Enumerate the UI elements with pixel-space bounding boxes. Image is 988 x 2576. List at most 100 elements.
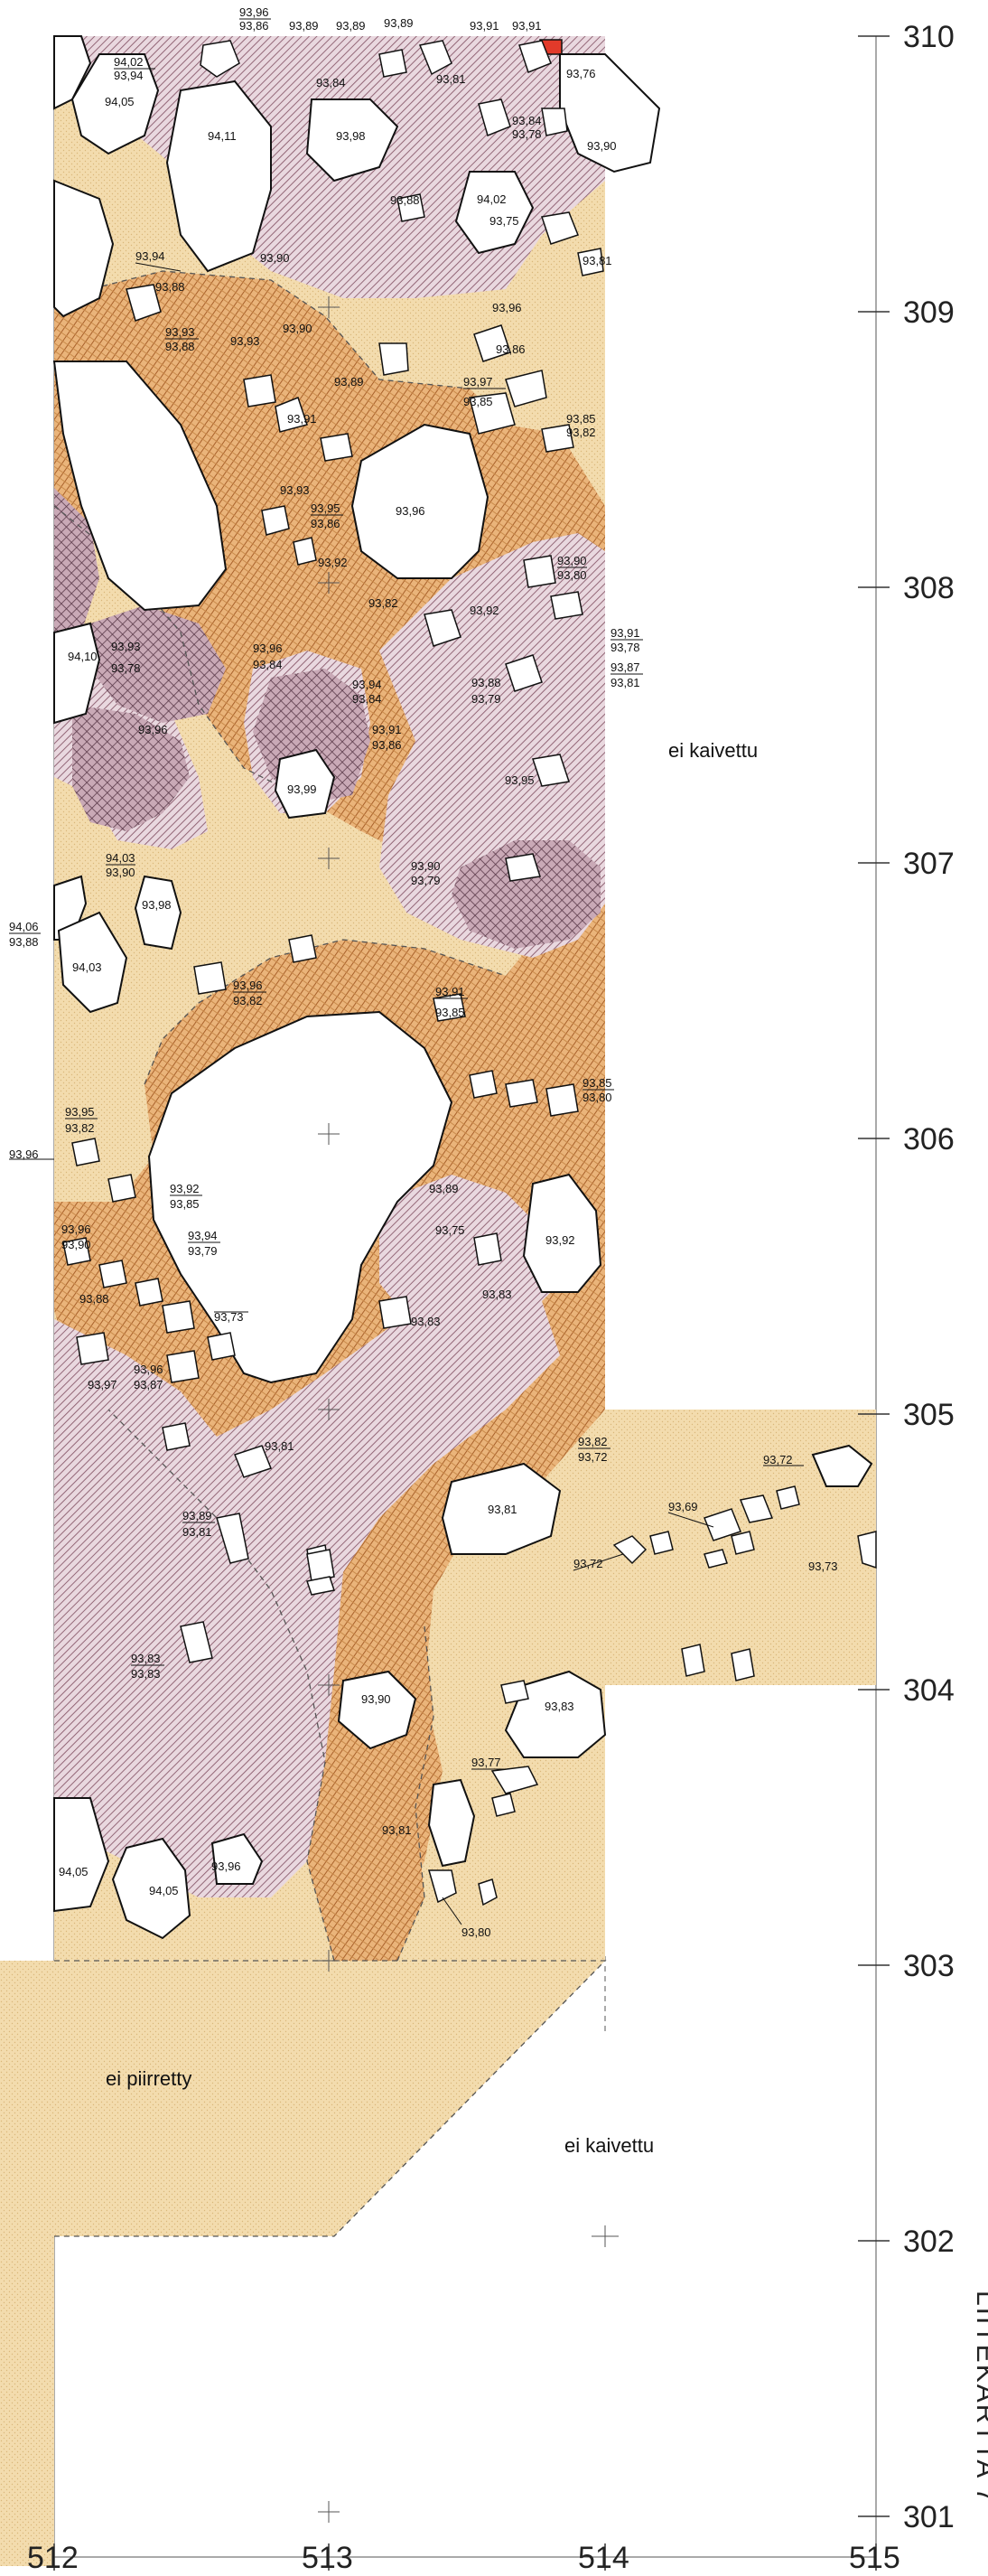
elevation-label: 94,03 — [72, 960, 102, 974]
elevation-label: 93,96 — [61, 1222, 91, 1236]
stones — [52, 35, 877, 1940]
elevation-label: 93,93 — [280, 483, 310, 497]
elevation-label: 93,90 — [106, 866, 135, 879]
elevation-label: 93,94 — [188, 1229, 218, 1242]
elevation-label: 93,89 — [182, 1509, 212, 1522]
elevation-label: 93,93 — [111, 640, 141, 653]
elevation-label: 93,92 — [545, 1233, 575, 1247]
elevation-label: 93,81 — [182, 1525, 212, 1539]
elevation-label: 93,96 — [396, 504, 425, 518]
elevation-label: 93,75 — [435, 1223, 465, 1237]
elevation-label: 93,78 — [512, 127, 542, 141]
undrawn-note: ei piirretty — [106, 2067, 191, 2090]
elevation-label: 93,80 — [557, 568, 587, 582]
elevation-label: 93,83 — [131, 1652, 161, 1665]
elevation-label: 93,85 — [583, 1076, 612, 1090]
elevation-label: 93,96 — [134, 1363, 163, 1376]
elevation-label: 93,94 — [114, 69, 144, 82]
grid-crosses — [318, 296, 619, 2523]
elevation-label: 93,82 — [233, 994, 263, 1007]
y-axis-label: 305 — [903, 1398, 955, 1432]
y-axis-label: 308 — [903, 571, 955, 605]
x-axis-label: 512 — [27, 2541, 79, 2575]
elevation-label: 93,89 — [336, 19, 366, 33]
elevation-label: 93,81 — [382, 1823, 412, 1837]
elevation-label: 93,92 — [170, 1182, 200, 1195]
elevation-label: 93,80 — [583, 1091, 612, 1104]
elevation-label: 94,11 — [208, 129, 237, 143]
y-axis-label: 301 — [903, 2500, 955, 2534]
elevation-label: 93,96 — [239, 5, 269, 19]
elevation-label: 93,89 — [429, 1182, 459, 1195]
appendix-map-title: LIITEKARTTA 7 — [971, 2290, 988, 2505]
elevation-label: 93,92 — [470, 604, 499, 617]
x-axis-label: 514 — [578, 2541, 629, 2575]
elevation-label: 94,03 — [106, 851, 135, 865]
elevation-label: 93,93 — [165, 325, 195, 339]
elevation-label: 93,96 — [253, 642, 283, 655]
elevation-label: 93,88 — [390, 193, 420, 207]
elevation-label: 94,10 — [68, 650, 98, 663]
layer-boundaries — [53, 270, 607, 2237]
elevation-label: 93,81 — [583, 254, 612, 267]
y-axis-label: 302 — [903, 2225, 955, 2259]
elevation-label: 93,84 — [352, 692, 382, 706]
elevation-label: 93,73 — [214, 1310, 244, 1324]
elevation-label: 93,91 — [512, 19, 542, 33]
elevation-label: 93,97 — [463, 375, 493, 389]
elevation-label: 93,80 — [461, 1925, 491, 1939]
elevation-label: 93,98 — [336, 129, 366, 143]
elevation-label: 93,85 — [566, 412, 596, 426]
elevation-label: 93,85 — [170, 1197, 200, 1211]
elevation-labels: 93,96 93,86 93,89 93,89 93,89 93,91 93,9… — [9, 5, 838, 1939]
y-axis-label: 304 — [903, 1673, 955, 1708]
y-axis-label: 309 — [903, 295, 955, 330]
elevation-label: 93,81 — [611, 676, 640, 689]
elevation-label: 93,86 — [239, 19, 269, 33]
elevation-label: 93,99 — [287, 782, 317, 796]
elevation-label: 93,83 — [545, 1700, 574, 1713]
elevation-label: 93,96 — [492, 301, 522, 314]
elevation-label: 93,82 — [578, 1435, 608, 1448]
elevation-label: 93,79 — [188, 1244, 218, 1258]
elevation-label: 93,85 — [463, 395, 493, 408]
elevation-label: 93,81 — [436, 72, 466, 86]
elevation-label: 93,88 — [155, 280, 185, 294]
elevation-label: 93,82 — [566, 426, 596, 439]
x-axis-label: 515 — [849, 2541, 900, 2575]
elevation-label: 94,05 — [59, 1865, 89, 1878]
elevation-label: 93,84 — [253, 658, 283, 671]
elevation-label: 93,95 — [311, 501, 340, 515]
elevation-label: 93,91 — [611, 626, 640, 640]
elevation-label: 93,78 — [111, 661, 141, 675]
elevation-label: 93,91 — [287, 412, 317, 426]
x-axis-label: 513 — [302, 2541, 353, 2575]
elevation-label: 93,87 — [611, 660, 640, 674]
elevation-label: 93,85 — [435, 1006, 465, 1019]
elevation-label: 93,69 — [668, 1500, 698, 1513]
y-axis-label: 310 — [903, 20, 955, 54]
elevation-label: 93,73 — [808, 1560, 838, 1573]
unexcavated-note-top: ei kaivettu — [668, 739, 758, 762]
elevation-label: 93,90 — [283, 322, 312, 335]
elevation-label: 94,02 — [477, 192, 507, 206]
elevation-label: 93,72 — [763, 1453, 793, 1466]
layer-dark-crosshatch — [54, 488, 601, 949]
elevation-label: 93,86 — [496, 342, 526, 356]
elevation-label: 93,83 — [411, 1315, 441, 1328]
elevation-label: 93,86 — [311, 517, 340, 530]
elevation-label: 93,95 — [65, 1105, 95, 1119]
elevation-label: 93,75 — [489, 214, 519, 228]
elevation-label: 93,76 — [566, 67, 596, 80]
elevation-label: 93,77 — [471, 1756, 501, 1769]
elevation-label: 93,93 — [230, 334, 260, 348]
elevation-label: 93,90 — [557, 554, 587, 567]
leader-lines — [9, 18, 804, 1925]
elevation-label: 93,88 — [79, 1292, 109, 1306]
elevation-label: 93,81 — [488, 1503, 517, 1516]
y-axis-label: 303 — [903, 1949, 955, 1983]
elevation-label: 93,84 — [316, 76, 346, 89]
elevation-label: 93,86 — [372, 738, 402, 752]
y-axis-labels: 310 309 308 307 306 305 304 303 302 301 — [903, 20, 955, 2534]
